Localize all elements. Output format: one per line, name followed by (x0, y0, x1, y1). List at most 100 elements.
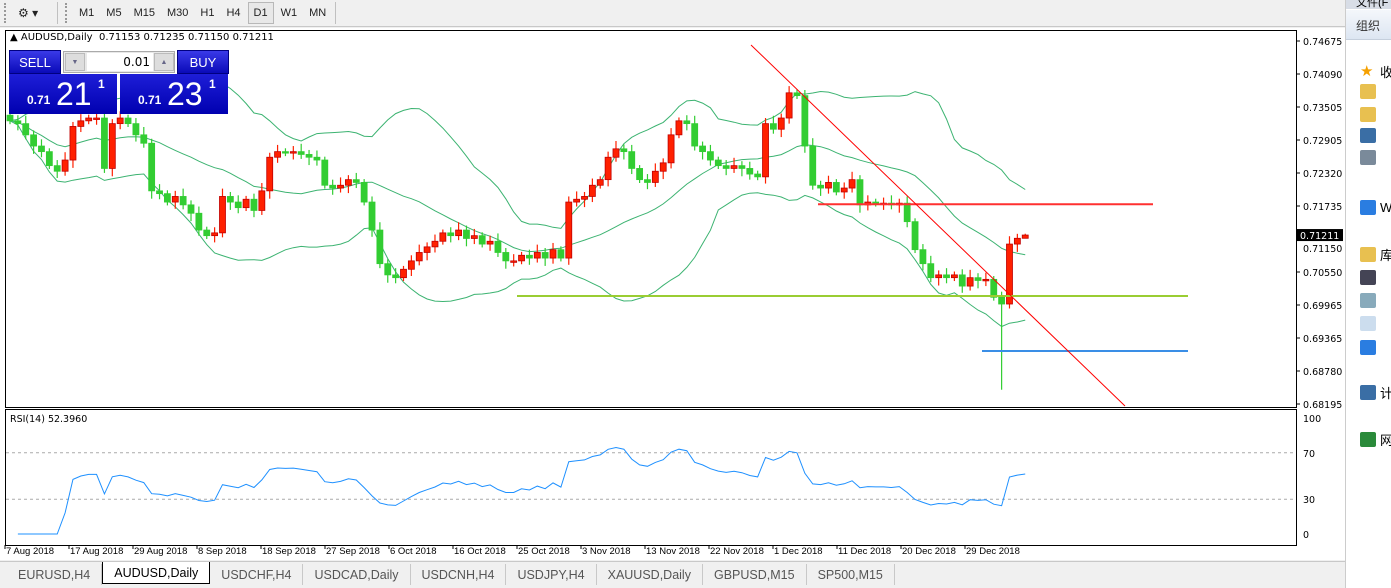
candle-body (69, 126, 77, 161)
explorer-item-libraries[interactable]: 库 (1360, 245, 1391, 264)
candle-body (832, 182, 840, 193)
sell-button[interactable]: SELL (9, 50, 61, 74)
date-label: 8 Sep 2018 (198, 546, 247, 557)
candle-body (549, 249, 557, 259)
candle-body (384, 263, 392, 276)
explorer-item-music[interactable] (1360, 340, 1376, 355)
current-price-marker (1297, 229, 1343, 242)
candle-body (376, 229, 384, 265)
timeframe-m30[interactable]: M30 (166, 7, 189, 19)
explorer-item-computer[interactable]: 计 (1360, 383, 1391, 402)
candle-body (596, 179, 604, 186)
lot-increase-button[interactable]: ▲ (154, 53, 174, 71)
candle-body (289, 151, 297, 154)
documents-icon (1360, 316, 1376, 331)
chart-tab[interactable]: AUDUSD,Daily (102, 562, 211, 584)
timeframe-h4[interactable]: H4 (226, 7, 241, 19)
timeframe-m5[interactable]: M5 (106, 7, 122, 19)
chart-tab[interactable]: SP500,M15 (807, 564, 895, 585)
lot-size-stepper[interactable]: ▼ ▲ (63, 51, 175, 73)
candle-body (392, 274, 400, 279)
candle-body (494, 240, 502, 253)
candle-body (628, 151, 636, 169)
candle-body (211, 232, 219, 237)
price-tick-label: 0.71735 (1303, 202, 1342, 213)
candle-body (982, 278, 990, 282)
rsi-pane (5, 409, 1297, 546)
explorer-item-documents[interactable] (1360, 316, 1376, 331)
candle-body (793, 92, 801, 97)
explorer-item-desktop[interactable] (1360, 128, 1376, 143)
videos-icon (1360, 270, 1376, 285)
one-click-trading-panel: SELL ▼ ▲ BUY 0.71 21 1 0.71 23 1 (9, 50, 229, 114)
chart-tab[interactable]: GBPUSD,M15 (703, 564, 807, 585)
timeframe-m1[interactable]: M1 (79, 7, 95, 19)
timeframe-mn[interactable]: MN (309, 7, 327, 19)
rsi-label: RSI(14) 52.3960 (10, 414, 87, 425)
candle-body (754, 173, 762, 178)
explorer-menu[interactable]: 文件(F (1346, 0, 1391, 9)
candle-body (156, 190, 163, 195)
explorer-item-cloud[interactable]: W (1360, 200, 1391, 215)
symbol-title: AUDUSD,Daily (20, 32, 93, 43)
candle-body (352, 179, 360, 183)
price-tick-label: 0.74090 (1303, 70, 1342, 81)
chart-tab[interactable]: USDJPY,H4 (506, 564, 597, 585)
trendline[interactable] (750, 44, 1126, 407)
explorer-item-recent[interactable] (1360, 150, 1376, 165)
candle-body (958, 274, 966, 287)
candle-body (163, 193, 171, 203)
candle-body (447, 232, 455, 237)
candle-body (266, 156, 274, 192)
explorer-item-favorites[interactable]: ★ 收 (1360, 62, 1391, 81)
buy-price-big: 23 (167, 76, 203, 112)
date-label: 20 Dec 2018 (902, 546, 956, 557)
explorer-item-folder[interactable] (1360, 84, 1376, 99)
candle-body (691, 123, 699, 147)
buy-price-button[interactable]: 0.71 23 1 (120, 74, 228, 114)
candle-body (282, 151, 289, 154)
price-tick-label: 0.70550 (1303, 268, 1342, 279)
candle-body (368, 201, 376, 231)
collapse-triangle-icon[interactable]: ▲ (10, 32, 18, 43)
toolbar-grip[interactable] (4, 3, 8, 23)
candle-body (400, 268, 407, 279)
explorer-item-pictures[interactable] (1360, 293, 1376, 308)
chart-tab[interactable]: USDCHF,H4 (210, 564, 304, 585)
candle-body (581, 196, 588, 200)
candle-body (171, 196, 179, 203)
candle-body (588, 184, 596, 197)
price-tick-label: 0.72905 (1303, 136, 1342, 147)
candle-body (360, 182, 368, 203)
candle-body (526, 254, 533, 259)
explorer-item-videos[interactable] (1360, 270, 1376, 285)
candle-body (116, 117, 124, 125)
chart-tab[interactable]: USDCAD,Daily (303, 564, 411, 585)
music-icon (1360, 340, 1376, 355)
candle-body (659, 162, 667, 172)
sell-price-button[interactable]: 0.71 21 1 (9, 74, 117, 114)
date-label: 17 Aug 2018 (70, 546, 123, 557)
timeframe-d1[interactable]: D1 (247, 2, 274, 24)
explorer-item-label: 网 (1380, 433, 1391, 448)
toolbar-grip[interactable] (65, 3, 69, 23)
lot-decrease-button[interactable]: ▼ (65, 53, 85, 71)
candle-body (801, 95, 809, 147)
timeframe-h1[interactable]: H1 (200, 7, 215, 19)
buy-button[interactable]: BUY (177, 50, 229, 74)
timeframe-w1[interactable]: W1 (280, 7, 298, 19)
price-tick-label: 0.68780 (1303, 367, 1342, 378)
chart-tab[interactable]: USDCNH,H4 (411, 564, 507, 585)
candle-body (101, 117, 108, 169)
timeframe-m15[interactable]: M15 (133, 7, 155, 19)
computer-icon (1360, 385, 1376, 400)
lot-size-input[interactable] (87, 53, 153, 71)
organize-button[interactable]: 组织 (1346, 10, 1391, 40)
chart-tools-dropdown[interactable]: ⚙ ▾ (18, 6, 39, 20)
chart-tab[interactable]: XAUUSD,Daily (597, 564, 703, 585)
explorer-item-network[interactable]: 网 (1360, 430, 1391, 449)
date-label: 29 Aug 2018 (134, 546, 187, 557)
chart-tab[interactable]: EURUSD,H4 (7, 564, 103, 585)
date-label: 25 Oct 2018 (518, 546, 570, 557)
explorer-item-downloads[interactable] (1360, 107, 1376, 122)
